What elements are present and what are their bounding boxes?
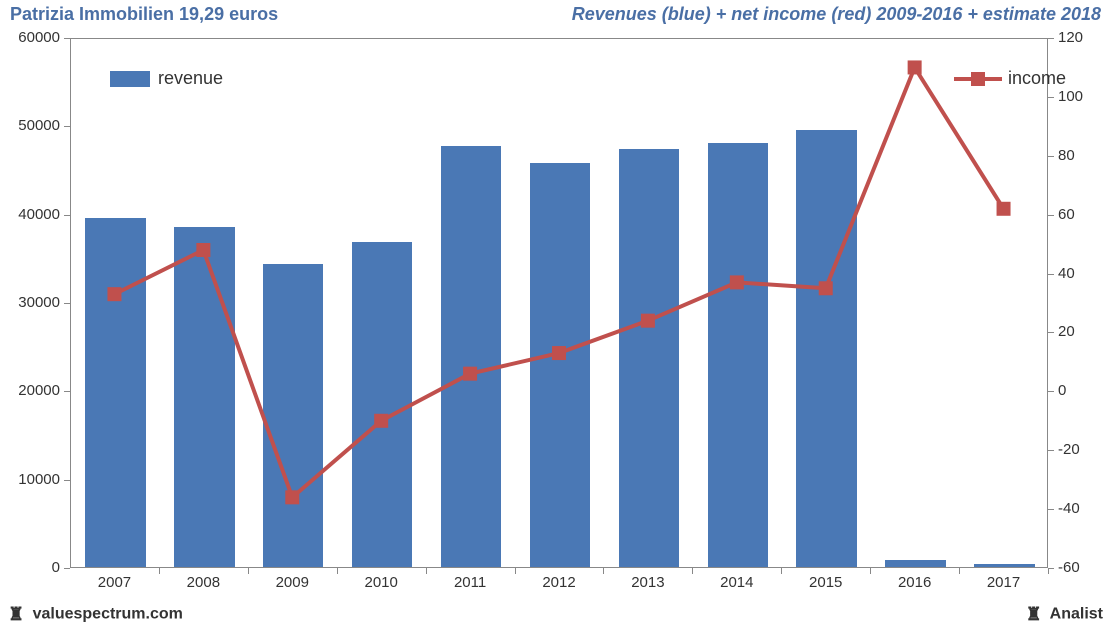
x-tick-label: 2014 [707, 574, 767, 591]
rook-icon: ♜ [1026, 604, 1042, 625]
legend-income: income [954, 68, 1066, 89]
x-tick-label: 2015 [796, 574, 856, 591]
chart-header: Patrizia Immobilien 19,29 euros Revenues… [0, 0, 1111, 28]
y-right-tick-mark [1048, 332, 1054, 333]
x-tick-mark [781, 568, 782, 574]
y-right-tick-mark [1048, 509, 1054, 510]
y-right-tick-mark [1048, 156, 1054, 157]
legend-income-swatch [954, 69, 1002, 89]
y-right-tick-label: 100 [1058, 88, 1083, 105]
x-tick-label: 2007 [84, 574, 144, 591]
y-left-tick-mark [64, 126, 70, 127]
y-right-tick-mark [1048, 215, 1054, 216]
revenue-bar [885, 560, 945, 567]
y-right-tick-label: -40 [1058, 500, 1080, 517]
y-left-tick-label: 40000 [0, 206, 60, 223]
y-right-tick-mark [1048, 391, 1054, 392]
revenue-bar [530, 163, 590, 567]
y-left-tick-mark [64, 568, 70, 569]
footer-left-text: valuespectrum.com [33, 606, 183, 623]
x-tick-label: 2013 [618, 574, 678, 591]
x-tick-label: 2010 [351, 574, 411, 591]
y-left-tick-label: 20000 [0, 382, 60, 399]
x-tick-mark [426, 568, 427, 574]
y-right-tick-label: 0 [1058, 382, 1066, 399]
revenue-bar [796, 130, 856, 567]
x-tick-label: 2017 [974, 574, 1034, 591]
y-right-tick-label: 40 [1058, 265, 1075, 282]
legend-revenue-label: revenue [158, 68, 223, 89]
x-tick-mark [515, 568, 516, 574]
x-tick-label: 2016 [885, 574, 945, 591]
revenue-bar [708, 143, 768, 567]
chart-footer: ♜ valuespectrum.com ♜ Analist [0, 602, 1111, 627]
chart-title-left: Patrizia Immobilien 19,29 euros [10, 4, 278, 25]
y-left-tick-mark [64, 391, 70, 392]
footer-right: ♜ Analist [1026, 604, 1103, 625]
y-right-tick-label: -60 [1058, 559, 1080, 576]
revenue-bar [85, 218, 145, 567]
y-right-tick-label: 20 [1058, 323, 1075, 340]
legend-income-label: income [1008, 68, 1066, 89]
y-left-tick-mark [64, 303, 70, 304]
y-left-tick-mark [64, 480, 70, 481]
footer-left: ♜ valuespectrum.com [8, 604, 183, 625]
y-right-tick-label: 60 [1058, 206, 1075, 223]
y-right-tick-mark [1048, 450, 1054, 451]
y-left-tick-mark [64, 38, 70, 39]
y-right-tick-label: 120 [1058, 29, 1083, 46]
x-tick-label: 2012 [529, 574, 589, 591]
revenue-bar [974, 564, 1034, 567]
y-right-tick-mark [1048, 38, 1054, 39]
revenue-bar [619, 149, 679, 567]
rook-icon: ♜ [8, 604, 24, 625]
legend-revenue-swatch [110, 71, 150, 87]
y-left-tick-label: 0 [0, 559, 60, 576]
x-tick-mark [870, 568, 871, 574]
x-tick-mark [603, 568, 604, 574]
footer-right-text: Analist [1050, 606, 1103, 623]
y-right-tick-mark [1048, 97, 1054, 98]
y-left-tick-mark [64, 215, 70, 216]
revenue-bar [441, 146, 501, 567]
legend-revenue: revenue [110, 68, 223, 89]
x-tick-mark [692, 568, 693, 574]
y-left-tick-label: 30000 [0, 294, 60, 311]
x-tick-mark [248, 568, 249, 574]
x-tick-mark [337, 568, 338, 574]
x-tick-label: 2008 [173, 574, 233, 591]
revenue-bar [263, 264, 323, 567]
y-right-tick-mark [1048, 274, 1054, 275]
chart-area: 0 10000 20000 30000 40000 50000 60000 -60 -40 -20… [0, 28, 1111, 602]
y-left-tick-label: 10000 [0, 471, 60, 488]
x-tick-mark [959, 568, 960, 574]
revenue-bar [174, 227, 234, 567]
chart-title-right: Revenues (blue) + net income (red) 2009-… [572, 4, 1101, 25]
plot-box [70, 38, 1048, 568]
y-left-tick-label: 50000 [0, 117, 60, 134]
y-right-tick-label: -20 [1058, 441, 1080, 458]
x-tick-mark [1048, 568, 1049, 574]
x-tick-label: 2009 [262, 574, 322, 591]
y-right-tick-label: 80 [1058, 147, 1075, 164]
y-left-tick-label: 60000 [0, 29, 60, 46]
chart-container: Patrizia Immobilien 19,29 euros Revenues… [0, 0, 1111, 627]
x-tick-label: 2011 [440, 574, 500, 591]
revenue-bar [352, 242, 412, 567]
x-tick-mark [159, 568, 160, 574]
